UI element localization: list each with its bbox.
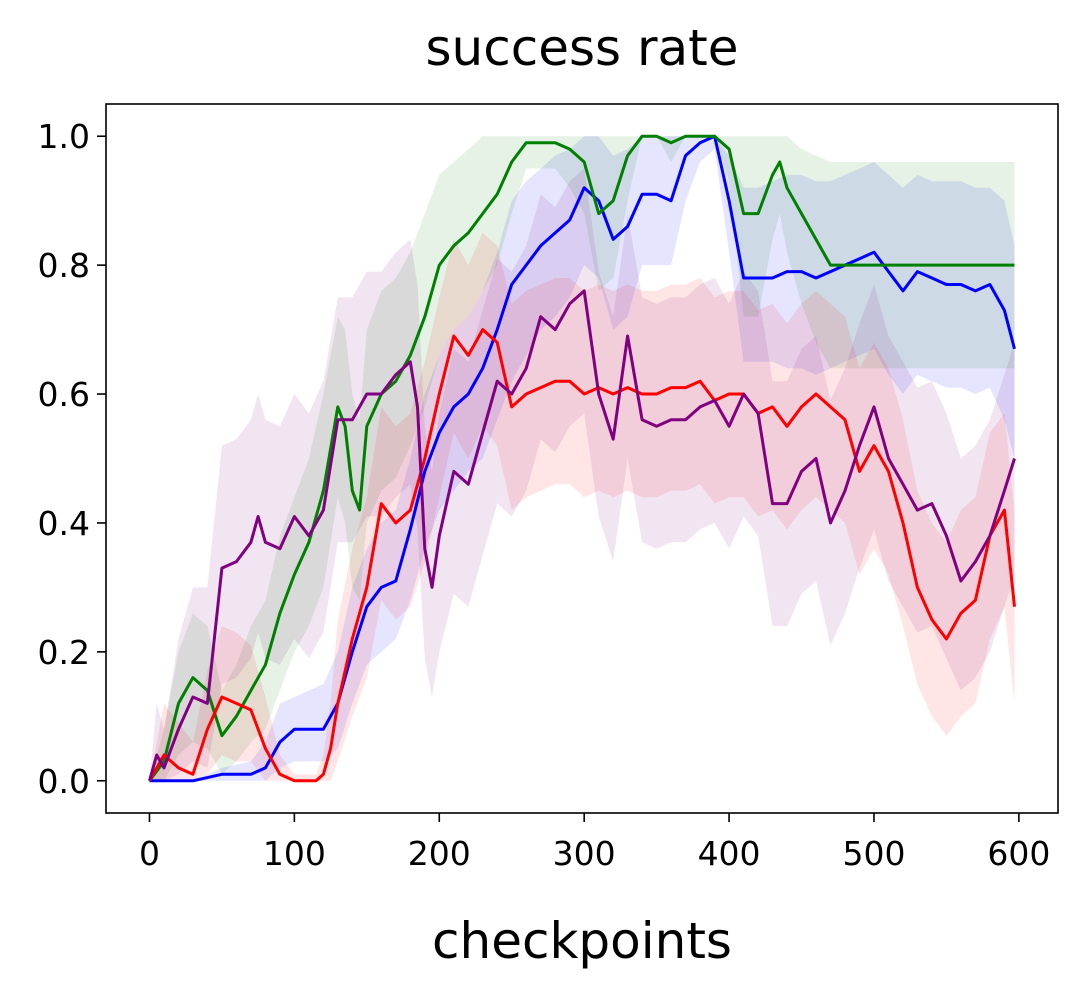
series-3-line — [148, 328, 1016, 783]
x-tick-label: 600 — [987, 834, 1050, 873]
x-axis-ticks: 0 100 200 300 400 500 600 — [139, 813, 1050, 873]
series-2-line — [148, 134, 1015, 782]
y-tick-label: 0.4 — [38, 504, 90, 543]
x-tick-label: 400 — [698, 834, 761, 873]
x-tick-label: 0 — [139, 834, 160, 873]
confidence-bands — [149, 136, 1015, 781]
series-lines — [148, 134, 1016, 783]
series-3-band — [149, 232, 1015, 781]
y-tick-label: 1.0 — [38, 117, 90, 156]
y-tick-label: 0.2 — [38, 633, 90, 672]
x-tick-label: 100 — [263, 834, 326, 873]
plot-frame — [105, 103, 1059, 814]
series-1-band — [149, 136, 1015, 781]
x-axis-label: checkpoints — [432, 912, 732, 970]
series-4-band — [149, 168, 1015, 781]
chart-title: success rate — [425, 19, 738, 77]
y-tick-label: 0.8 — [38, 246, 90, 285]
y-tick-label: 0.0 — [38, 762, 90, 801]
y-axis-ticks: 0.0 0.2 0.4 0.6 0.8 1.0 — [38, 117, 106, 801]
x-tick-label: 500 — [842, 834, 905, 873]
y-tick-label: 0.6 — [38, 375, 90, 414]
x-tick-label: 200 — [408, 834, 471, 873]
x-tick-label: 300 — [553, 834, 616, 873]
series-4-line — [148, 289, 1016, 782]
